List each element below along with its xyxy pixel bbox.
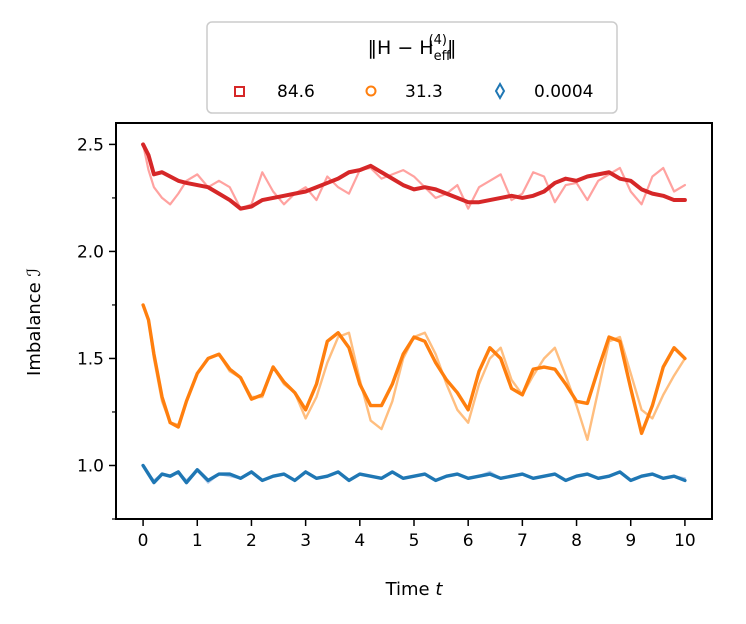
legend-entry-31-3: 31.3 [365, 82, 443, 102]
legend-frame [206, 21, 618, 114]
legend-label-84-6: 84.6 [277, 82, 315, 102]
y-tick-label: 1.0 [77, 456, 104, 476]
series-line-84-6-reference [141, 143, 687, 210]
series-line-0-0004 [141, 463, 687, 485]
x-tick-label: 1 [192, 531, 203, 551]
axis-ticks: 0 1 2 3 4 5 6 7 8 9 10 1.0 1.5 2.0 2.5 [77, 135, 696, 551]
legend-label-31-3: 31.3 [405, 82, 443, 102]
x-tick-label: 4 [354, 531, 365, 551]
y-axis-label: Imbalance ℐ [24, 268, 45, 376]
x-tick-label: 5 [409, 531, 420, 551]
x-axis-label: Time t [385, 579, 444, 600]
series-line-31-3 [141, 303, 687, 436]
y-tick-label: 2.0 [77, 242, 104, 262]
x-tick-label: 2 [246, 531, 257, 551]
legend-square-marker [234, 86, 245, 97]
y-tick-label: 2.5 [77, 135, 104, 155]
legend-circle-marker [365, 85, 377, 97]
x-tick-label: 9 [625, 531, 636, 551]
legend: ‖H − Heff(4)‖ 84.6 31.3 0.0004 [206, 21, 618, 114]
x-tick-label: 10 [674, 531, 696, 551]
plot-frame [115, 122, 713, 520]
y-tick-label: 1.5 [77, 349, 104, 369]
legend-diamond-marker [494, 81, 506, 101]
legend-label-0-0004: 0.0004 [534, 82, 593, 102]
series-line-84-6 [141, 142, 687, 211]
series-layer [141, 142, 687, 485]
x-tick-label: 3 [300, 531, 311, 551]
legend-entry-0-0004: 0.0004 [494, 81, 593, 102]
legend-title: ‖H − Heff(4)‖ [368, 33, 457, 64]
x-tick-label: 7 [517, 531, 528, 551]
x-tick-label: 0 [138, 531, 149, 551]
x-tick-label: 8 [571, 531, 582, 551]
x-tick-label: 6 [463, 531, 474, 551]
legend-entry-84-6: 84.6 [234, 82, 315, 102]
